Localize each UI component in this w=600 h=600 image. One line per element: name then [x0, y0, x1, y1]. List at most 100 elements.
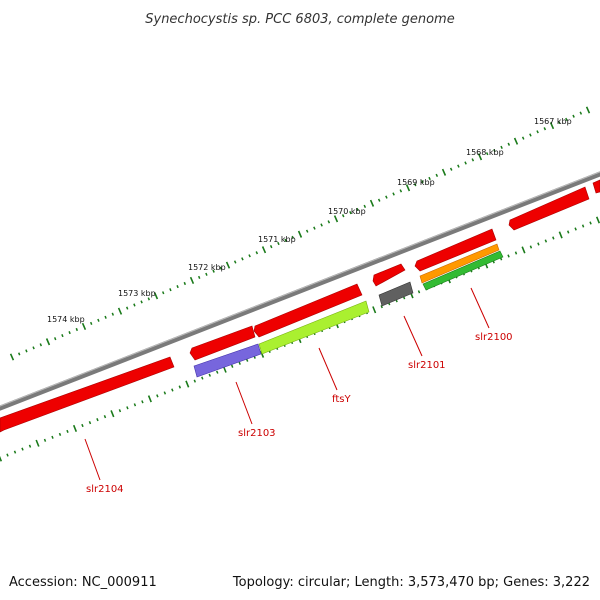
scale-tick [176, 285, 179, 289]
scale-tick [9, 353, 15, 361]
scale-tick [61, 334, 64, 338]
scale-tick [241, 257, 244, 261]
scale-tick [238, 361, 241, 365]
scale-tick [507, 142, 511, 146]
scale-tick [72, 424, 78, 432]
scale-tick [572, 114, 575, 118]
kbp-label-1568: 1568 kbp [466, 148, 504, 157]
scale-tick [197, 275, 201, 279]
leader-slr2101 [403, 315, 423, 357]
scale-tick [521, 136, 525, 140]
scale-tick [193, 379, 197, 383]
scale-tick [81, 423, 84, 428]
scale-tick [595, 216, 600, 224]
scale-tick [341, 214, 345, 218]
scale-tick [579, 111, 583, 115]
gene-label-slr2101[interactable]: slr2101 [408, 360, 446, 371]
scale-tick [471, 158, 475, 162]
kbp-label-1570: 1570 kbp [328, 207, 366, 216]
scale-tick [125, 306, 129, 310]
gene-arrow-edge[interactable] [592, 179, 600, 194]
scale-tick [558, 231, 563, 239]
scale-tick [567, 230, 570, 234]
gene-label-slr2100[interactable]: slr2100 [475, 332, 513, 343]
scale-tick [156, 394, 159, 398]
scale-tick [117, 307, 123, 315]
scale-tick [399, 189, 403, 193]
scale-tick [96, 418, 99, 422]
outer-tick-ring [9, 106, 591, 361]
scale-tick [493, 148, 496, 153]
scale-tick [58, 432, 62, 436]
scale-tick [284, 238, 287, 243]
scale-tick [507, 254, 510, 258]
scale-tick [457, 164, 460, 168]
scale-tick [88, 421, 92, 425]
scale-tick [219, 266, 223, 270]
kbp-label-1571: 1571 kbp [258, 235, 296, 244]
accession-text: Accession: NC_000911 [9, 575, 157, 590]
scale-tick [212, 269, 215, 273]
scale-tick [216, 370, 219, 374]
gene-arrow-slr2103[interactable] [189, 325, 256, 361]
scale-tick [183, 281, 187, 286]
leader-slr2104 [84, 438, 101, 481]
scale-tick [178, 385, 182, 389]
gene-arrow-slr2100[interactable] [414, 228, 497, 272]
feature-ftsY[interactable] [258, 300, 370, 355]
scale-tick [81, 322, 87, 331]
gene-label-slr2103[interactable]: slr2103 [238, 428, 276, 439]
kbp-label-1569: 1569 kbp [397, 178, 435, 187]
scale-tick [45, 338, 51, 346]
scale-tick [68, 331, 71, 335]
scale-tick [245, 358, 249, 362]
scale-tick [205, 272, 208, 276]
scale-tick [405, 184, 411, 192]
scale-tick [356, 207, 359, 212]
scale-tick [126, 406, 129, 410]
map-title: Synechocystis sp. PCC 6803, complete gen… [145, 12, 454, 27]
scale-tick [589, 221, 592, 225]
scale-tick [565, 117, 568, 122]
scale-tick [97, 318, 100, 322]
feature-track [193, 243, 504, 378]
scale-tick [485, 152, 489, 156]
scale-tick [147, 297, 151, 301]
scale-tick [521, 246, 526, 254]
scale-tick [291, 235, 295, 239]
scale-tick [153, 292, 159, 300]
gene-arrow-ftsY[interactable] [253, 283, 363, 338]
scale-tick [35, 439, 40, 447]
scale-tick [225, 261, 231, 269]
scale-tick [53, 337, 57, 341]
scale-tick [51, 435, 54, 439]
scale-tick [369, 199, 375, 207]
scale-tick [380, 305, 383, 309]
scale-tick [513, 137, 519, 145]
scale-tick [441, 168, 447, 176]
scale-tick [28, 444, 32, 448]
scale-tick [428, 176, 431, 181]
scale-tick [297, 230, 303, 238]
kbp-label-1573: 1573 kbp [118, 289, 156, 298]
scale-tick [43, 438, 47, 442]
scale-tick [141, 400, 144, 404]
feature-slr2100-orange[interactable] [419, 243, 500, 284]
scale-tick [162, 291, 165, 295]
scale-tick [543, 127, 547, 131]
scale-tick [133, 403, 137, 407]
scale-tick [552, 236, 555, 240]
gene-arrow-slr2101[interactable] [372, 263, 406, 287]
gene-label-ftsY[interactable]: ftsY [332, 394, 351, 405]
scale-tick [529, 245, 533, 249]
gene-arrow-next[interactable] [508, 186, 590, 231]
feature-slr2103[interactable] [193, 343, 262, 378]
gene-label-slr2104[interactable]: slr2104 [86, 484, 124, 495]
gene-arrow-slr2104[interactable] [0, 356, 175, 433]
scale-tick [313, 226, 316, 230]
feature-slr2101[interactable] [378, 281, 414, 307]
feature-slr2100-green[interactable] [422, 250, 504, 291]
label-leaders [84, 287, 490, 481]
scale-tick [413, 183, 417, 187]
genome-backbone [0, 171, 600, 411]
